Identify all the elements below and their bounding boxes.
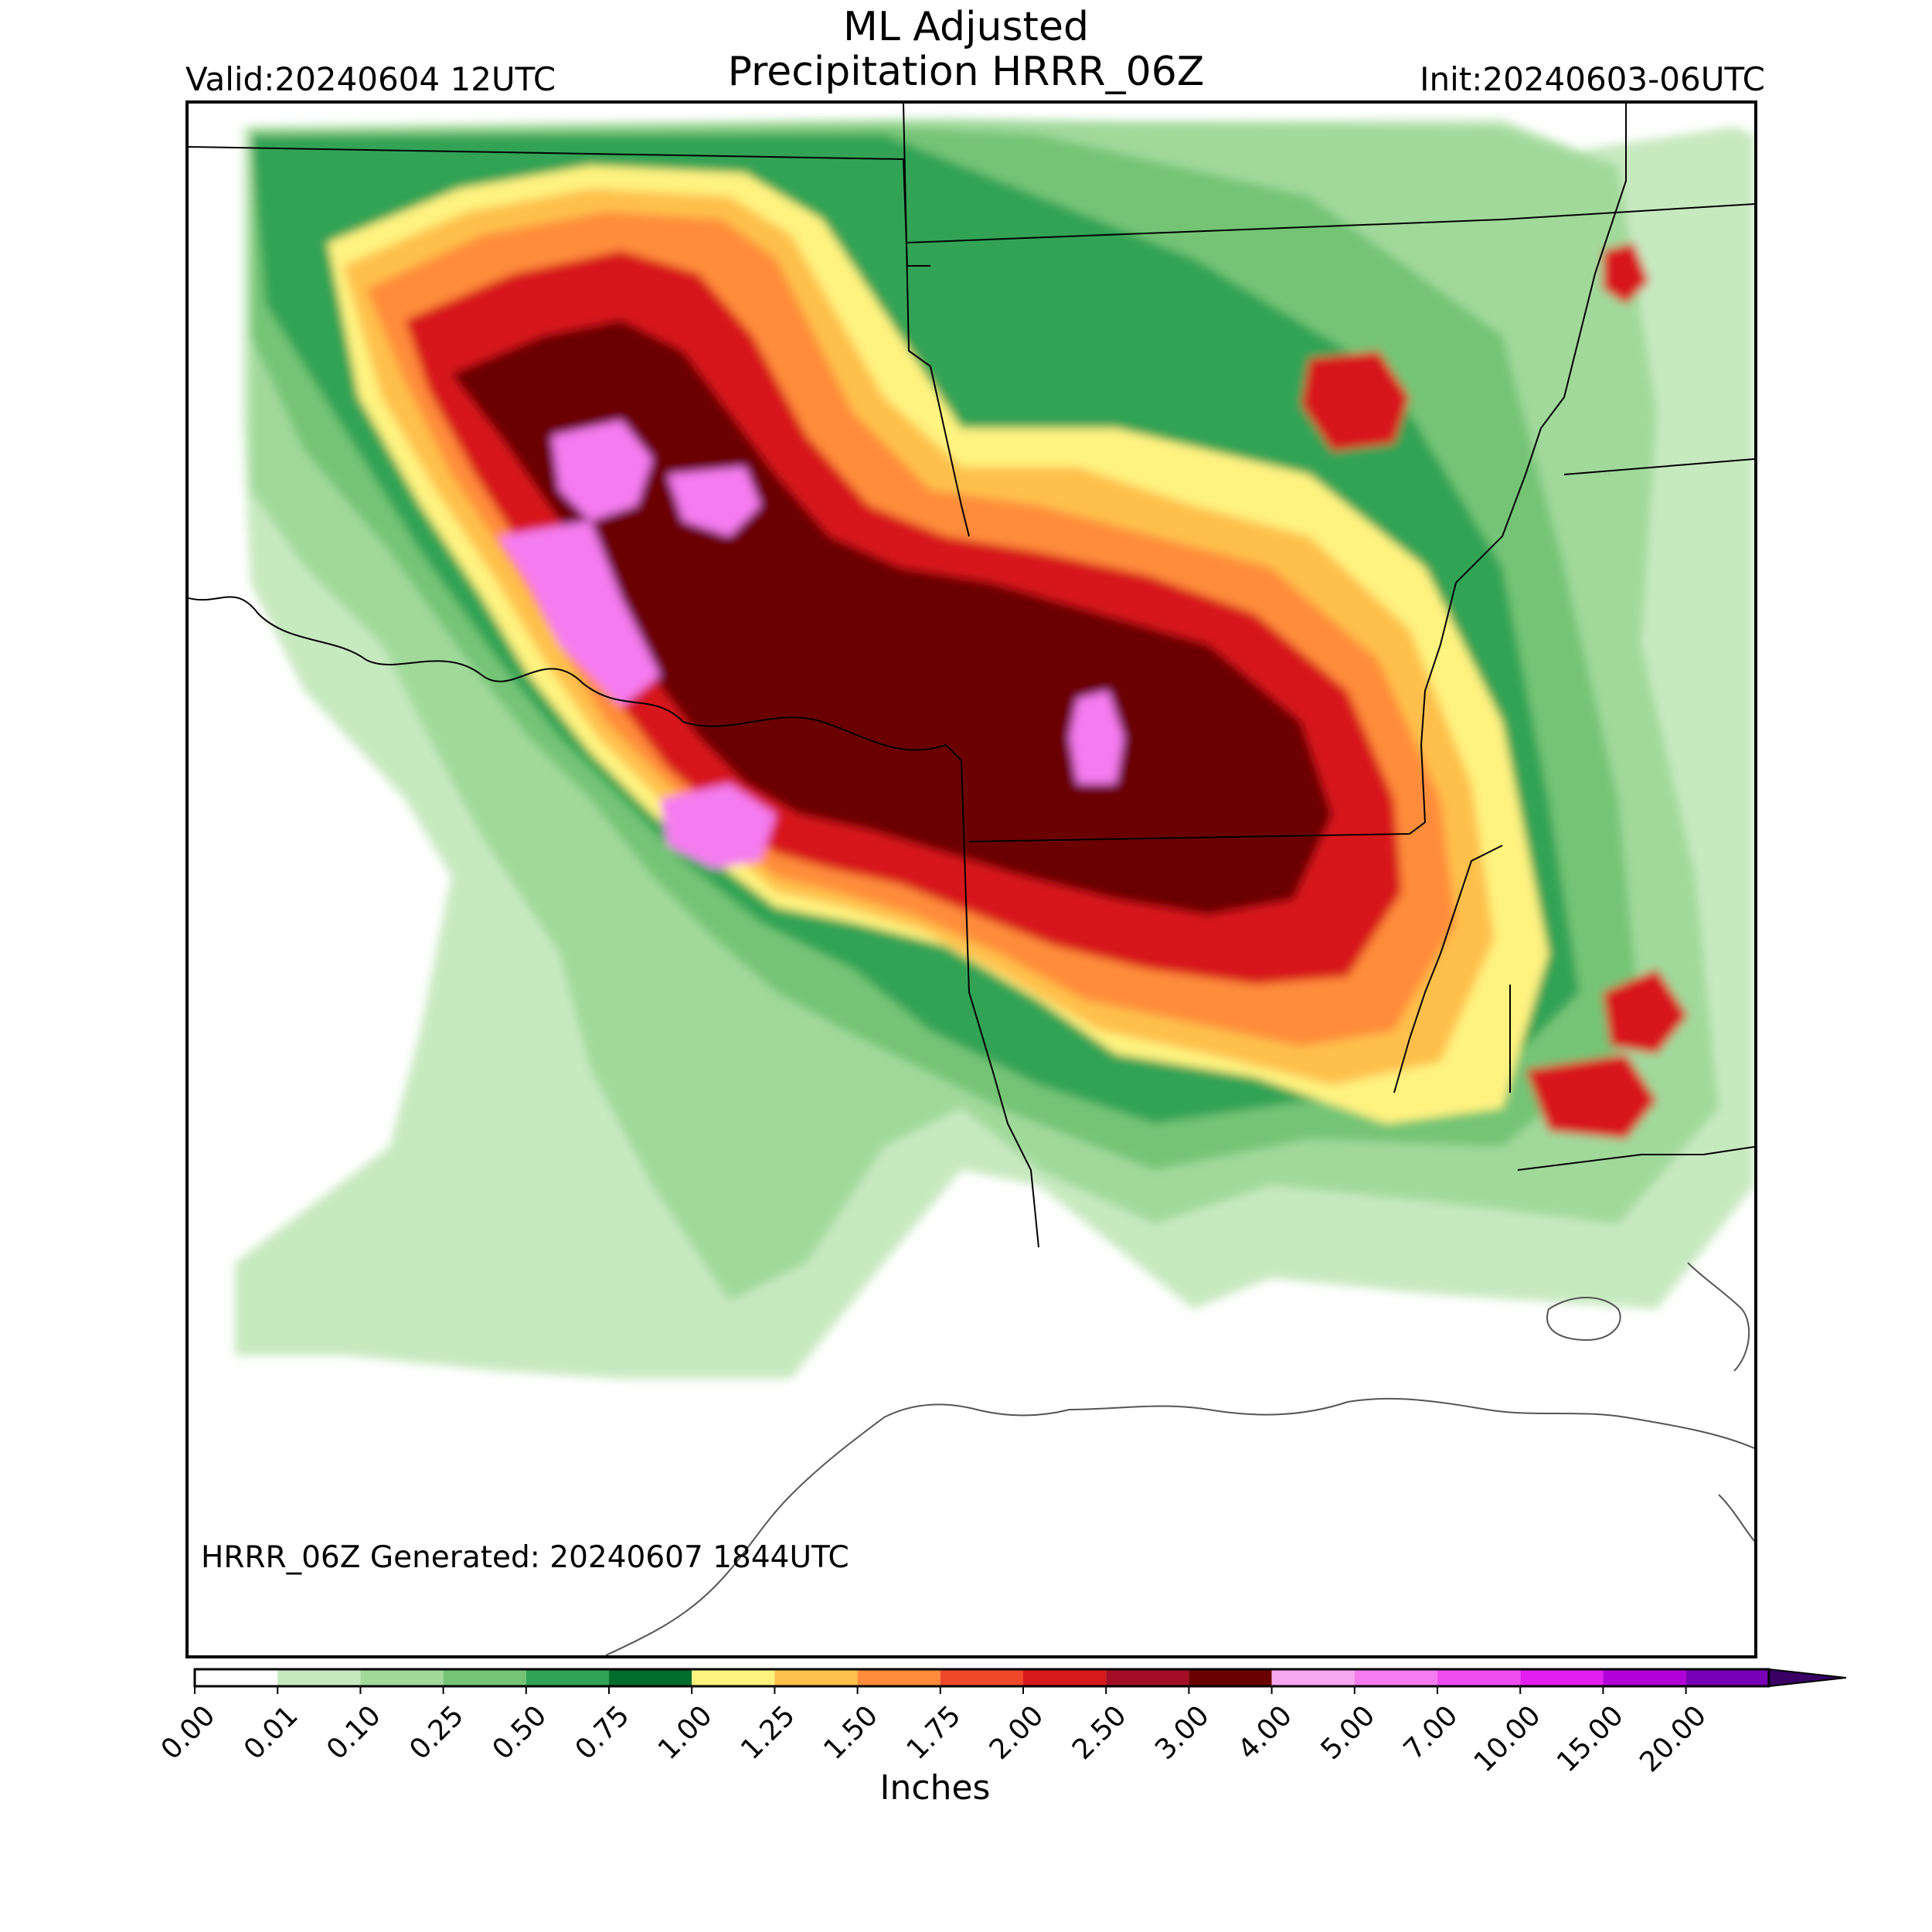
- precip-area-pink: [668, 467, 760, 536]
- colorbar-ticks: 0.00 0.01 0.10 0.25 0.50 0.75 1.00 1.25 1.50 1.75…: [155, 1686, 1713, 1778]
- colorbar-swatch: [360, 1669, 444, 1686]
- map-title: ML Adjusted Precipitation HRRR_06Z: [0, 5, 1932, 94]
- precipitation-field: [235, 119, 1754, 1379]
- colorbar-tick-label: 0.00: [155, 1699, 222, 1766]
- colorbar-frame: [193, 1668, 1770, 1688]
- precip-area-pink: [552, 420, 652, 521]
- colorbar-swatch: [1271, 1669, 1355, 1686]
- colorbar-swatches: [193, 1668, 1846, 1688]
- colorbar-tick-label: 1.00: [652, 1699, 719, 1766]
- generated-timestamp: HRRR_06Z Generated: 20240607 1844UTC: [201, 1540, 849, 1575]
- colorbar-label: Inches: [879, 1768, 991, 1808]
- colorbar-tick-label: 0.01: [238, 1699, 304, 1766]
- colorbar-tick-label: 4.00: [1232, 1699, 1298, 1766]
- colorbar-swatch: [1106, 1669, 1189, 1686]
- colorbar-tick-label: 1.50: [818, 1699, 884, 1766]
- map-panel: [185, 100, 1757, 1658]
- precip-area-pink: [660, 784, 776, 869]
- title-line-1: ML Adjusted: [843, 4, 1089, 50]
- precip-area-red: [1301, 351, 1410, 451]
- colorbar-swatch: [857, 1669, 940, 1686]
- precipitation-map: [189, 104, 1754, 1655]
- precip-area-pink: [1070, 691, 1124, 784]
- precip-area-pink: [498, 521, 660, 706]
- colorbar-swatch: [1685, 1669, 1769, 1686]
- colorbar-tick-label: 0.50: [487, 1699, 553, 1766]
- colorbar-tick-label: 20.00: [1634, 1699, 1713, 1778]
- title-line-2: Precipitation HRRR_06Z: [727, 49, 1205, 95]
- colorbar-swatch: [774, 1669, 858, 1686]
- colorbar-tick-label: 0.25: [403, 1699, 470, 1766]
- colorbar-tick-label: 10.00: [1468, 1699, 1547, 1778]
- precip-area-red: [1526, 1054, 1657, 1139]
- colorbar-swatch: [443, 1669, 526, 1686]
- precip-area-red: [1603, 969, 1688, 1054]
- colorbar-swatch: [692, 1669, 775, 1686]
- colorbar-swatch: [1354, 1669, 1437, 1686]
- colorbar-extend-arrow: [1767, 1668, 1846, 1688]
- colorbar-swatch: [1603, 1669, 1686, 1686]
- colorbar-swatch: [1023, 1669, 1107, 1686]
- colorbar-swatch: [940, 1669, 1023, 1686]
- colorbar-tick-label: 1.75: [901, 1699, 968, 1766]
- colorbar-swatch: [1437, 1669, 1521, 1686]
- state-borders: [189, 104, 1754, 1248]
- colorbar-tick-label: 5.00: [1315, 1699, 1382, 1766]
- colorbar-tick-label: 1.25: [735, 1699, 801, 1766]
- colorbar-swatch: [1189, 1669, 1272, 1686]
- colorbar-swatch: [526, 1669, 609, 1686]
- init-time-label: Init:20240603-06UTC: [1420, 60, 1765, 98]
- valid-time-label: Valid:20240604 12UTC: [185, 60, 556, 98]
- colorbar-swatch: [195, 1669, 278, 1686]
- colorbar-tick-label: 2.00: [984, 1699, 1050, 1766]
- colorbar-swatch: [1520, 1669, 1604, 1686]
- colorbar-tick-label: 3.00: [1149, 1699, 1216, 1766]
- colorbar-tick-label: 0.10: [321, 1699, 387, 1766]
- colorbar-swatch: [609, 1669, 692, 1686]
- coastline: [605, 1262, 1754, 1655]
- colorbar-swatch: [277, 1669, 361, 1686]
- colorbar-tick-label: 7.00: [1398, 1699, 1464, 1766]
- colorbar-tick-label: 15.00: [1551, 1699, 1630, 1778]
- precip-area-red: [1603, 243, 1649, 304]
- colorbar-tick-label: 0.75: [570, 1699, 636, 1766]
- colorbar-tick-label: 2.50: [1066, 1699, 1133, 1766]
